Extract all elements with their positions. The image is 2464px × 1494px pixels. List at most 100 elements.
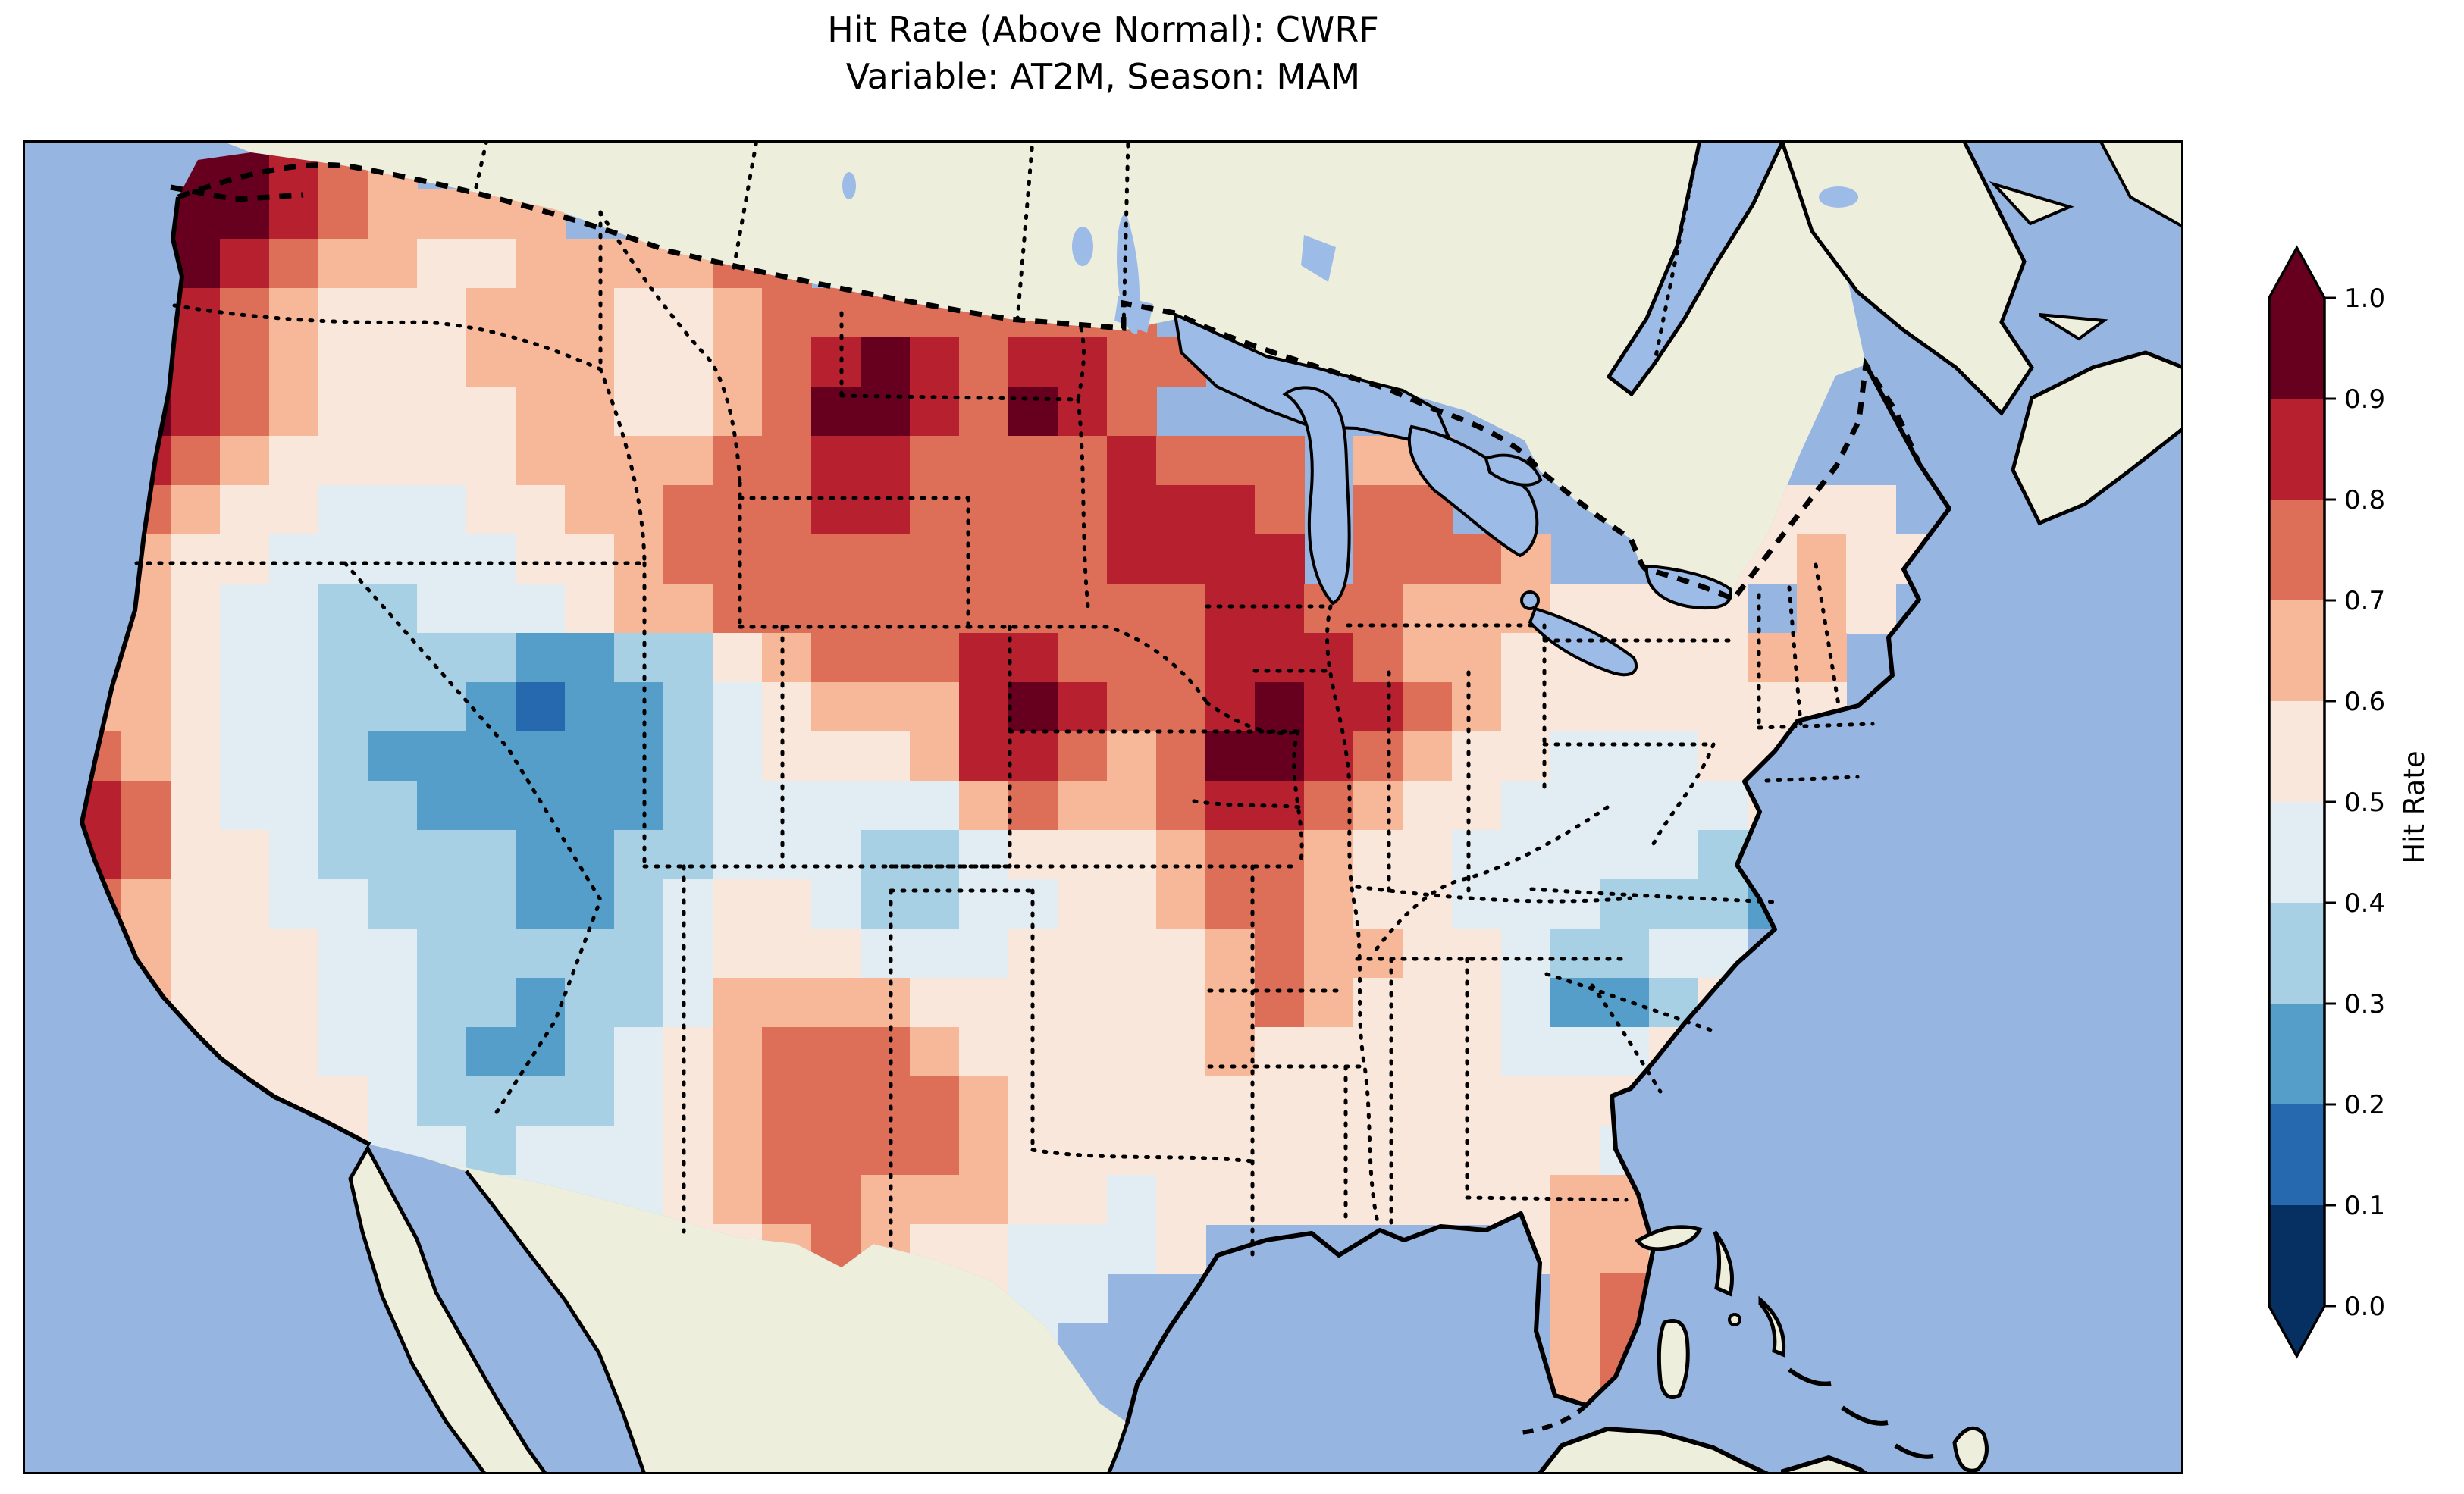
heat-cell: [1600, 682, 1650, 732]
heat-cell: [269, 288, 319, 338]
heat-cell: [1452, 978, 1502, 1028]
heat-cell: [910, 929, 960, 979]
heat-cell: [466, 1027, 516, 1077]
heat-cell: [1058, 731, 1108, 781]
islands-and-keys: [1519, 1225, 1989, 1477]
colorbar: 0.0 0.1 0.2 0.3 0.4 0.5 0.6 0.7 0.8 0.9 1.0 Hit Ra…: [2225, 231, 2464, 1429]
heat-cell: [1501, 929, 1551, 979]
heat-cell: [1107, 1175, 1157, 1225]
heat-cell: [762, 1175, 812, 1225]
heat-cell: [1353, 781, 1403, 831]
heat-cell: [1058, 781, 1108, 831]
heat-cell: [1846, 485, 1896, 535]
heat-cell: [466, 584, 516, 634]
heat-cell: [811, 534, 861, 584]
heat-cell: [762, 387, 812, 437]
heat-cell: [663, 929, 713, 979]
heat-cell: [417, 288, 467, 338]
heat-cell: [663, 731, 713, 781]
heat-cell: [466, 929, 516, 979]
heat-cell: [614, 731, 664, 781]
lake-nipigon: [1301, 235, 1336, 282]
heat-cell: [1058, 929, 1108, 979]
heat-cell: [713, 1027, 763, 1077]
heat-cell: [466, 485, 516, 535]
heat-cell: [959, 1224, 1009, 1274]
heat-cell: [1353, 830, 1403, 880]
heat-cell: [861, 633, 911, 683]
heat-cell: [1403, 633, 1453, 683]
heat-cell: [368, 534, 418, 584]
map-panel: [23, 138, 2193, 1477]
heat-cell: [318, 978, 368, 1028]
heat-cell: [1600, 584, 1650, 634]
heat-cell: [220, 288, 270, 338]
heat-cell: [318, 633, 368, 683]
new-brunswick-gaspe: [1779, 138, 2035, 416]
heat-cell: [121, 731, 171, 781]
heat-cell: [1107, 978, 1157, 1028]
heat-cell: [614, 830, 664, 880]
heat-cell: [318, 534, 368, 584]
heat-cell: [1156, 1076, 1206, 1126]
heat-cell: [565, 288, 615, 338]
heat-cell: [1550, 682, 1600, 732]
heat-cell: [663, 1126, 713, 1176]
heat-cell: [1649, 830, 1699, 880]
heat-cell: [417, 387, 467, 437]
heat-cell: [713, 288, 763, 338]
heat-cell: [565, 337, 615, 387]
nova-scotia: [2011, 350, 2186, 526]
heat-cell: [220, 152, 270, 190]
heat-cell: [220, 830, 270, 880]
heat-cell: [1501, 978, 1551, 1028]
colorbar-tick-label: 0.3: [2344, 989, 2385, 1019]
heat-cell: [269, 633, 319, 683]
heat-cell: [368, 239, 418, 289]
heat-cell: [269, 682, 319, 732]
heat-cell: [663, 584, 713, 634]
heat-cell: [565, 1076, 615, 1126]
heat-cell: [1501, 781, 1551, 831]
heat-cell: [368, 584, 418, 634]
heat-cell: [318, 584, 368, 634]
heat-cell: [1304, 879, 1354, 929]
heat-cell: [565, 682, 615, 732]
heat-cell: [269, 781, 319, 831]
heat-cell: [1600, 879, 1650, 929]
heat-cell: [1698, 731, 1748, 781]
heat-cell: [811, 682, 861, 732]
heat-cell: [516, 337, 566, 387]
heat-cell: [1205, 929, 1256, 979]
heat-cell: [910, 387, 960, 437]
colorbar-segment: [2269, 1104, 2324, 1205]
heat-cell: [811, 1076, 861, 1126]
heat-cell: [1156, 485, 1206, 535]
heat-cell: [1353, 731, 1403, 781]
heat-cell: [1600, 830, 1650, 880]
heat-cell: [959, 337, 1009, 387]
heat-cell: [368, 879, 418, 929]
heat-cell: [1649, 731, 1699, 781]
heat-cell: [762, 534, 812, 584]
heat-cell: [318, 830, 368, 880]
state-borders: [134, 210, 1875, 1258]
heat-cell: [466, 781, 516, 831]
heat-cell: [663, 781, 713, 831]
heat-cell: [713, 633, 763, 683]
heat-cell: [466, 731, 516, 781]
heat-cell: [762, 781, 812, 831]
colorbar-segment: [2269, 1004, 2324, 1104]
heat-cell: [220, 584, 270, 634]
heat-cell: [1255, 1027, 1305, 1077]
heat-cell: [861, 929, 911, 979]
heat-cell: [1008, 731, 1058, 781]
heat-cell: [959, 682, 1009, 732]
heat-cell: [811, 485, 861, 535]
heat-cell: [1255, 584, 1305, 634]
heat-cell: [1156, 1224, 1206, 1274]
heat-cell: [861, 534, 911, 584]
heat-cell: [1353, 485, 1403, 535]
colorbar-tick-label: 0.7: [2344, 586, 2385, 616]
canada-province-borders: [474, 138, 1702, 366]
